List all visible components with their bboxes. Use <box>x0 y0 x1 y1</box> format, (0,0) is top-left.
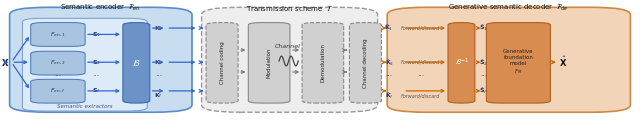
Text: $\mathbf{K}_1$: $\mathbf{K}_1$ <box>154 24 163 32</box>
Text: $\mathbf{K}_2$: $\mathbf{K}_2$ <box>154 58 163 67</box>
Text: ···: ··· <box>417 72 424 81</box>
FancyBboxPatch shape <box>123 23 150 103</box>
FancyBboxPatch shape <box>302 23 344 103</box>
Text: Channel: Channel <box>275 44 301 49</box>
FancyBboxPatch shape <box>349 23 381 103</box>
Text: Modulation: Modulation <box>267 48 271 78</box>
Text: $\mathcal{B}$: $\mathcal{B}$ <box>132 58 141 68</box>
Text: $\mathbf{S}_2$: $\mathbf{S}_2$ <box>92 58 100 67</box>
FancyBboxPatch shape <box>10 7 192 112</box>
Text: ···: ··· <box>385 72 393 81</box>
Text: $F_{en,2}$: $F_{en,2}$ <box>50 59 66 67</box>
Text: $\mathbf{X}$: $\mathbf{X}$ <box>1 57 10 68</box>
Text: $\hat{\mathbf{K}}_f$: $\hat{\mathbf{K}}_f$ <box>385 90 394 101</box>
FancyBboxPatch shape <box>31 51 85 75</box>
FancyBboxPatch shape <box>31 79 85 103</box>
Text: Generative semantic decoder  $\mathcal{F}_{de}$: Generative semantic decoder $\mathcal{F}… <box>449 3 569 13</box>
Text: Transmission scheme  $\mathcal{T}$: Transmission scheme $\mathcal{T}$ <box>246 3 333 13</box>
Text: $\hat{\mathbf{K}}_1$: $\hat{\mathbf{K}}_1$ <box>385 23 394 33</box>
Text: $\mathbf{S}_f$: $\mathbf{S}_f$ <box>92 86 100 95</box>
Text: Forward/discard: Forward/discard <box>401 93 440 98</box>
Text: $F_{en,f}$: $F_{en,f}$ <box>50 87 66 95</box>
FancyBboxPatch shape <box>202 7 378 112</box>
Text: ···: ··· <box>54 72 61 81</box>
Text: Channel decoding: Channel decoding <box>363 38 368 88</box>
FancyBboxPatch shape <box>448 23 475 103</box>
Text: Demodulation: Demodulation <box>321 43 325 82</box>
Text: $\hat{\mathbf{S}}_1$: $\hat{\mathbf{S}}_1$ <box>479 23 488 33</box>
Text: $F_{en,1}$: $F_{en,1}$ <box>50 30 66 39</box>
FancyBboxPatch shape <box>486 23 550 103</box>
Text: Semantic extractors: Semantic extractors <box>57 104 112 109</box>
Text: $\mathcal{B}^{-1}$: $\mathcal{B}^{-1}$ <box>454 57 468 68</box>
Text: $\hat{\mathbf{S}}_f$: $\hat{\mathbf{S}}_f$ <box>479 86 488 96</box>
Text: $\mathbf{S}_1$: $\mathbf{S}_1$ <box>92 30 100 39</box>
FancyBboxPatch shape <box>206 23 238 103</box>
FancyBboxPatch shape <box>387 7 630 112</box>
Text: ···: ··· <box>479 72 487 81</box>
Text: ···: ··· <box>92 72 100 81</box>
FancyBboxPatch shape <box>31 23 85 46</box>
Text: Channel coding: Channel coding <box>220 41 225 84</box>
Text: $\hat{\mathbf{K}}_2$: $\hat{\mathbf{K}}_2$ <box>385 57 394 68</box>
Text: $\mathbf{K}_f$: $\mathbf{K}_f$ <box>154 91 163 100</box>
FancyBboxPatch shape <box>22 18 147 111</box>
Text: $\hat{\mathbf{X}}$: $\hat{\mathbf{X}}$ <box>559 55 567 70</box>
Text: Semantic encoder  $\mathcal{F}_{en}$: Semantic encoder $\mathcal{F}_{en}$ <box>60 3 141 13</box>
Text: Forward/discard: Forward/discard <box>401 26 440 30</box>
Text: ···: ··· <box>155 72 163 81</box>
Text: Forward/discard: Forward/discard <box>401 60 440 65</box>
FancyBboxPatch shape <box>248 23 290 103</box>
Text: $\hat{\mathbf{S}}_2$: $\hat{\mathbf{S}}_2$ <box>479 57 488 68</box>
Text: Generative
foundation
model
$F_{M}$: Generative foundation model $F_{M}$ <box>503 50 534 76</box>
